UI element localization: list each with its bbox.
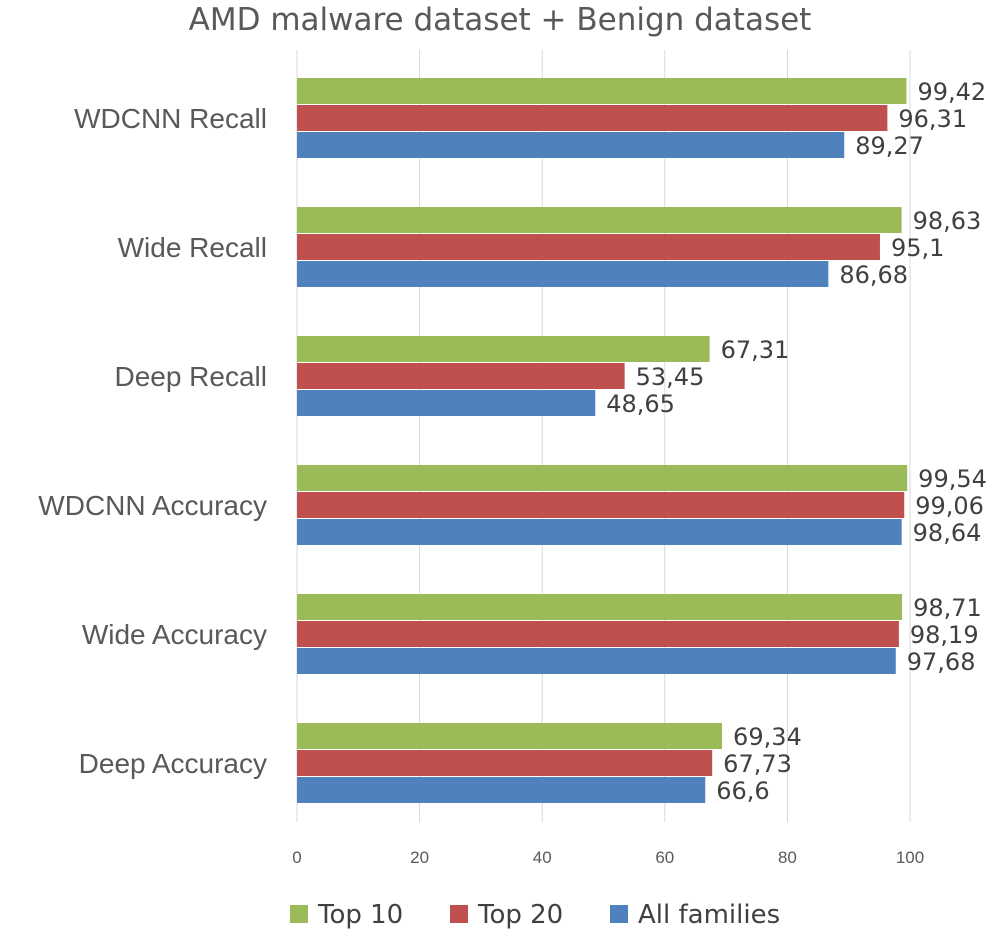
bar-deep-accuracy-top-20 [297, 750, 713, 776]
bar-wdcnn-accuracy-top-20 [297, 492, 905, 518]
data-label-deep-recall-top-20: 53,45 [636, 363, 705, 391]
bar-wide-recall-top-10 [297, 207, 902, 233]
category-label-wide-accuracy: Wide Accuracy [82, 619, 267, 650]
category-label-wdcnn-accuracy: WDCNN Accuracy [38, 490, 267, 521]
data-label-wide-recall-all-families: 86,68 [839, 261, 908, 289]
bar-wide-recall-all-families [297, 261, 829, 287]
legend-label-top-20: Top 20 [477, 900, 563, 930]
x-tick-label-40: 40 [533, 848, 552, 867]
x-tick-label-100: 100 [896, 848, 924, 867]
bars [297, 78, 908, 803]
data-label-wdcnn-accuracy-top-20: 99,06 [915, 492, 984, 520]
legend: Top 10 Top 20 All families [290, 900, 780, 930]
bar-deep-recall-all-families [297, 390, 596, 416]
data-label-wdcnn-accuracy-all-families: 98,64 [913, 519, 982, 547]
gridlines [296, 50, 911, 822]
data-label-wdcnn-accuracy-top-10: 99,54 [918, 465, 987, 493]
legend-label-all-families: All families [638, 900, 780, 930]
bar-wdcnn-recall-top-10 [297, 78, 907, 104]
category-label-wdcnn-recall: WDCNN Recall [74, 103, 267, 134]
category-labels: WDCNN Recall Wide Recall Deep Recall WDCNN … [38, 103, 267, 779]
data-label-wide-recall-top-20: 95,1 [891, 234, 944, 262]
category-label-deep-accuracy: Deep Accuracy [79, 748, 267, 779]
data-label-wdcnn-recall-top-20: 96,31 [898, 105, 967, 133]
data-label-wide-accuracy-top-20: 98,19 [910, 621, 979, 649]
bar-wide-recall-top-20 [297, 234, 880, 260]
chart-title: AMD malware dataset + Benign dataset [188, 2, 812, 38]
legend-label-top-10: Top 10 [317, 900, 403, 930]
bar-deep-accuracy-top-10 [297, 723, 723, 749]
x-tick-label-0: 0 [292, 848, 301, 867]
bar-wdcnn-accuracy-all-families [297, 519, 902, 545]
x-tick-label-20: 20 [410, 848, 429, 867]
bar-deep-accuracy-all-families [297, 777, 706, 803]
legend-swatch-top-10 [290, 905, 308, 923]
data-label-wide-accuracy-top-10: 98,71 [913, 594, 982, 622]
legend-swatch-all-families [610, 905, 628, 923]
category-label-wide-recall: Wide Recall [118, 232, 267, 263]
data-label-wdcnn-recall-all-families: 89,27 [855, 132, 924, 160]
x-tick-label-60: 60 [655, 848, 674, 867]
data-label-deep-recall-all-families: 48,65 [606, 390, 675, 418]
data-label-deep-recall-top-10: 67,31 [721, 336, 790, 364]
legend-swatch-top-20 [450, 905, 468, 923]
x-axis-ticks: 0 20 40 60 80 100 [292, 848, 924, 867]
bar-wide-accuracy-all-families [297, 648, 896, 674]
data-label-deep-accuracy-top-20: 67,73 [723, 750, 792, 778]
category-label-deep-recall: Deep Recall [114, 361, 267, 392]
data-label-wide-recall-top-10: 98,63 [913, 207, 982, 235]
x-tick-label-80: 80 [778, 848, 797, 867]
bar-wdcnn-recall-all-families [297, 132, 845, 158]
bar-wide-accuracy-top-10 [297, 594, 903, 620]
data-label-wide-accuracy-all-families: 97,68 [907, 648, 976, 676]
data-label-wdcnn-recall-top-10: 99,42 [917, 78, 986, 106]
bar-deep-recall-top-10 [297, 336, 710, 362]
data-label-deep-accuracy-top-10: 69,34 [733, 723, 802, 751]
bar-wdcnn-recall-top-20 [297, 105, 888, 131]
bar-deep-recall-top-20 [297, 363, 625, 389]
bar-wdcnn-accuracy-top-10 [297, 465, 908, 491]
bar-wide-accuracy-top-20 [297, 621, 899, 647]
data-label-deep-accuracy-all-families: 66,6 [716, 777, 769, 805]
